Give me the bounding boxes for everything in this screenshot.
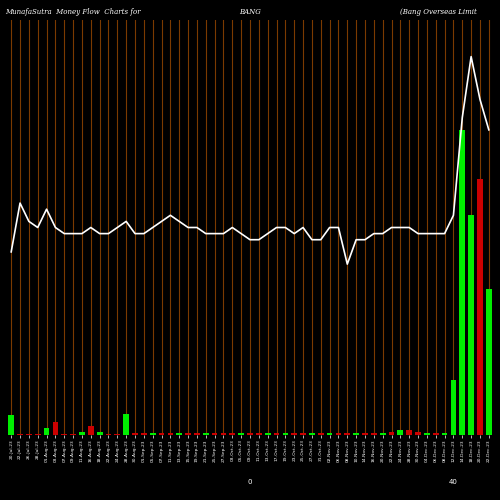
Bar: [150, 433, 156, 435]
Bar: [238, 433, 244, 435]
Bar: [442, 433, 448, 435]
Bar: [141, 433, 146, 435]
Bar: [256, 433, 262, 435]
Bar: [265, 433, 270, 435]
Bar: [106, 434, 112, 435]
Bar: [168, 433, 173, 435]
Text: BANG: BANG: [239, 8, 261, 16]
Bar: [460, 130, 465, 435]
Bar: [398, 430, 403, 435]
Bar: [292, 433, 297, 435]
Bar: [380, 433, 386, 435]
Bar: [433, 433, 438, 435]
Bar: [300, 433, 306, 435]
Bar: [326, 433, 332, 435]
Bar: [344, 433, 350, 435]
Bar: [486, 288, 492, 435]
Bar: [247, 433, 253, 435]
Bar: [97, 432, 102, 435]
Bar: [388, 432, 394, 435]
Bar: [185, 433, 191, 435]
Bar: [318, 433, 324, 435]
Bar: [203, 433, 208, 435]
Bar: [468, 216, 474, 435]
Bar: [88, 426, 94, 435]
Bar: [194, 433, 200, 435]
Bar: [8, 416, 14, 435]
Bar: [336, 433, 342, 435]
Bar: [212, 433, 218, 435]
Bar: [415, 432, 421, 435]
Bar: [354, 433, 359, 435]
Bar: [17, 434, 23, 435]
Bar: [52, 422, 59, 435]
Bar: [362, 433, 368, 435]
Bar: [26, 434, 32, 435]
Bar: [477, 178, 483, 435]
Text: 40: 40: [449, 479, 458, 485]
Bar: [282, 433, 288, 435]
Bar: [371, 433, 376, 435]
Bar: [35, 434, 40, 435]
Bar: [274, 433, 280, 435]
Bar: [158, 433, 164, 435]
Text: (Bang Overseas Limit: (Bang Overseas Limit: [400, 8, 477, 16]
Bar: [176, 433, 182, 435]
Bar: [70, 434, 76, 435]
Bar: [406, 430, 412, 435]
Bar: [220, 433, 226, 435]
Bar: [132, 433, 138, 435]
Text: 0: 0: [248, 479, 252, 485]
Bar: [424, 433, 430, 435]
Bar: [230, 433, 235, 435]
Bar: [62, 434, 67, 435]
Bar: [450, 380, 456, 435]
Bar: [79, 432, 85, 435]
Text: MunafaSutra  Money Flow  Charts for: MunafaSutra Money Flow Charts for: [5, 8, 140, 16]
Bar: [44, 428, 50, 435]
Bar: [114, 434, 120, 435]
Bar: [124, 414, 129, 435]
Bar: [309, 433, 315, 435]
